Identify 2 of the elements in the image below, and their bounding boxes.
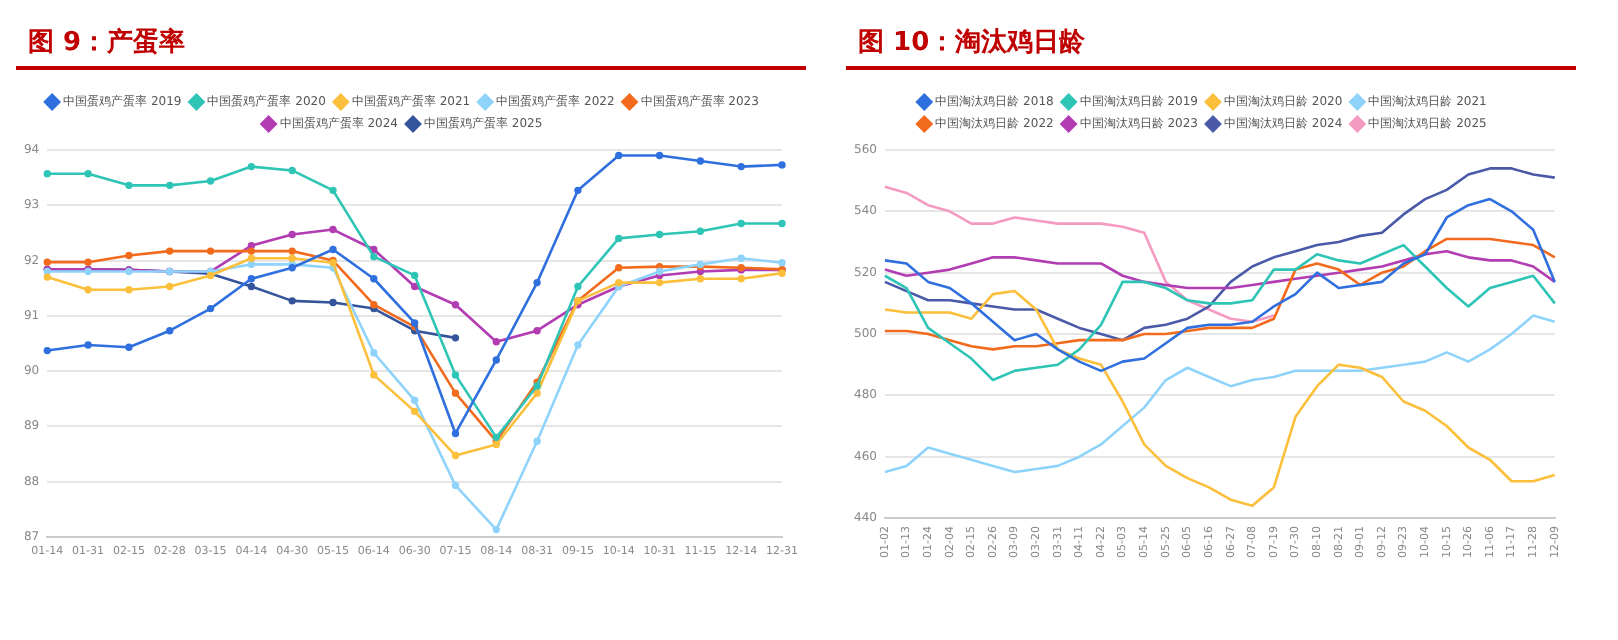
chart-title: 图 9：产蛋率	[16, 16, 806, 70]
chart-title: 图 10：淘汰鸡日龄	[846, 16, 1576, 70]
